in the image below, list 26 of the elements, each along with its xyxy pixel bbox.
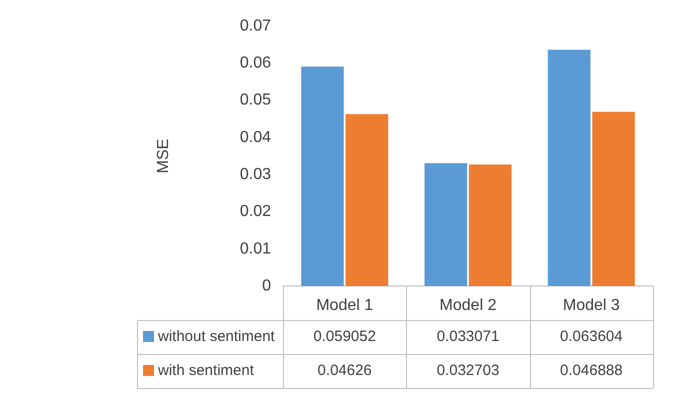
y-tick-label: 0.04 [240,128,272,146]
bar [592,112,635,286]
bar [424,163,468,286]
bar [301,66,344,286]
data-label: 0.063604 [560,328,623,346]
y-tick-label: 0.03 [240,166,272,183]
bar [346,114,388,286]
y-tick-label: 0.07 [240,17,272,34]
data-label: 0.032703 [436,362,500,380]
y-tick-label: 0 [262,277,272,294]
y-axis-title: MSE [155,138,172,174]
data-label: 0.059052 [313,328,376,346]
y-tick-label: 0.01 [240,240,272,258]
bar [468,164,512,286]
bar [548,50,590,286]
x-tick-label: Model 1 [316,297,374,314]
y-tick-label: 0.05 [240,92,272,109]
y-tick-label: 0.02 [240,203,272,220]
data-label: 0.046888 [560,362,623,380]
legend-label: with sentiment [157,362,255,380]
legend-label: without sentiment [157,328,276,346]
y-tick-label: 0.06 [240,54,272,72]
data-label: 0.04626 [318,362,372,380]
data-label: 0.033071 [436,328,500,346]
x-tick-label: Model 2 [440,297,497,314]
x-tick-label: Model 3 [562,297,620,314]
